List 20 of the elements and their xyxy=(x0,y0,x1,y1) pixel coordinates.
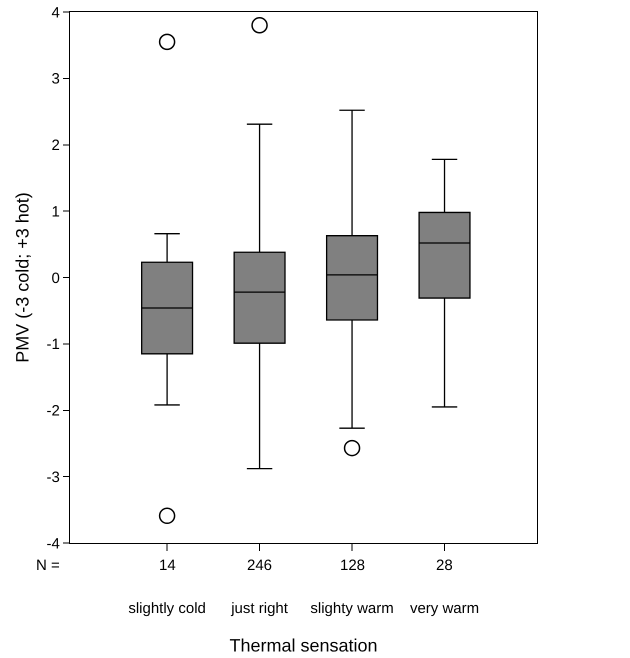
y-tick-label: -2 xyxy=(46,402,60,420)
y-tick-label: 2 xyxy=(52,137,60,154)
annotation: 246 xyxy=(247,557,272,574)
y-axis-title: PMV (-3 cold; +3 hot) xyxy=(12,192,33,363)
y-tick-label: -1 xyxy=(46,336,60,354)
x-tick-label: just right xyxy=(230,600,289,618)
text: N = xyxy=(36,557,60,574)
annotation: 28 xyxy=(436,557,453,574)
annotation: 14 xyxy=(159,557,176,574)
y-tick-label: 0 xyxy=(52,270,60,287)
x-axis-title: Thermal sensation xyxy=(229,635,378,656)
y-tick-label: 4 xyxy=(52,4,60,22)
y-tick-label: 3 xyxy=(52,70,60,88)
y-tick-label: -4 xyxy=(46,535,60,552)
x-tick-label: very warm xyxy=(410,600,480,618)
x-tick-label: slighty warm xyxy=(310,600,394,618)
y-tick-label: 1 xyxy=(52,203,60,220)
annotation: 128 xyxy=(340,557,366,574)
x-tick-label: slightly cold xyxy=(128,600,206,618)
y-tick-label: -3 xyxy=(46,468,60,486)
